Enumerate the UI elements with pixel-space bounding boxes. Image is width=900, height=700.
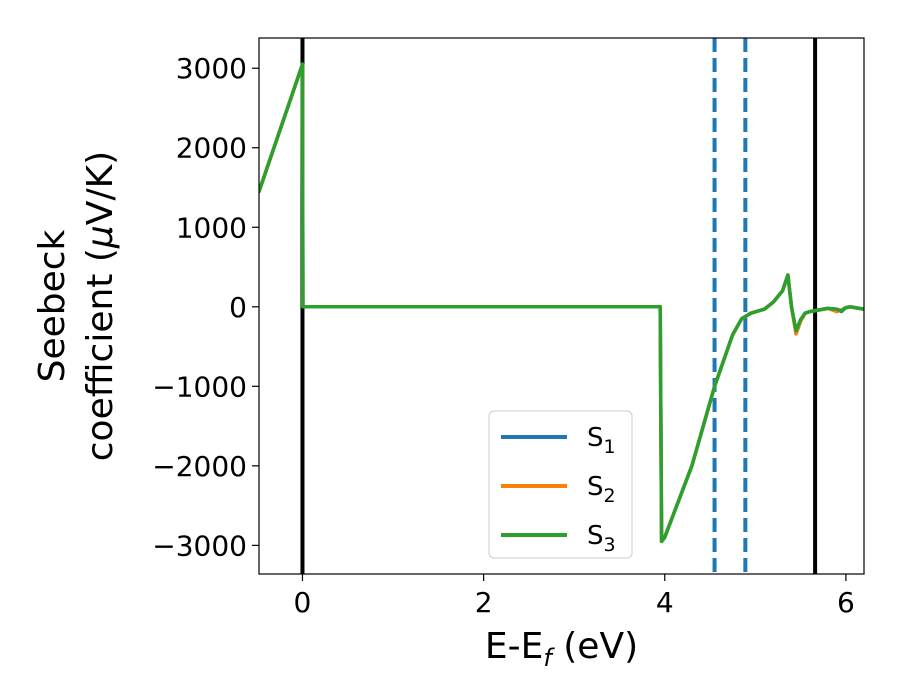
plot-frame [258, 37, 865, 575]
x-tick-label-0: 0 [294, 586, 312, 619]
legend-label-s3: S3 [587, 521, 616, 556]
y-tick-label-2: 1000 [176, 211, 247, 244]
y-axis-label-line1: Seebeck [32, 229, 73, 382]
y-axis-label: Seebeck coefficient (μV/K) [32, 151, 121, 461]
y-tick-label-0: 3000 [176, 52, 247, 85]
y-tick-label-3: 0 [229, 291, 247, 324]
y-tick-label-1: 2000 [176, 132, 247, 165]
y-tick-label-5: −2000 [152, 450, 247, 483]
x-tick-label-3: 6 [837, 586, 855, 619]
x-tick-label-1: 2 [475, 586, 493, 619]
legend-label-s1: S1 [587, 423, 616, 458]
y-axis-label-line2: coefficient (μV/K) [80, 151, 121, 461]
y-tick-label-4: −1000 [152, 370, 247, 403]
legend-label-s2: S2 [587, 472, 616, 507]
x-axis-label: E-Ef (eV) [485, 626, 638, 672]
x-tick-label-2: 4 [656, 586, 674, 619]
series-line-s3 [259, 62, 864, 544]
legend: S1 S2 S3 [488, 410, 633, 559]
y-tick-label-6: −3000 [152, 529, 247, 562]
